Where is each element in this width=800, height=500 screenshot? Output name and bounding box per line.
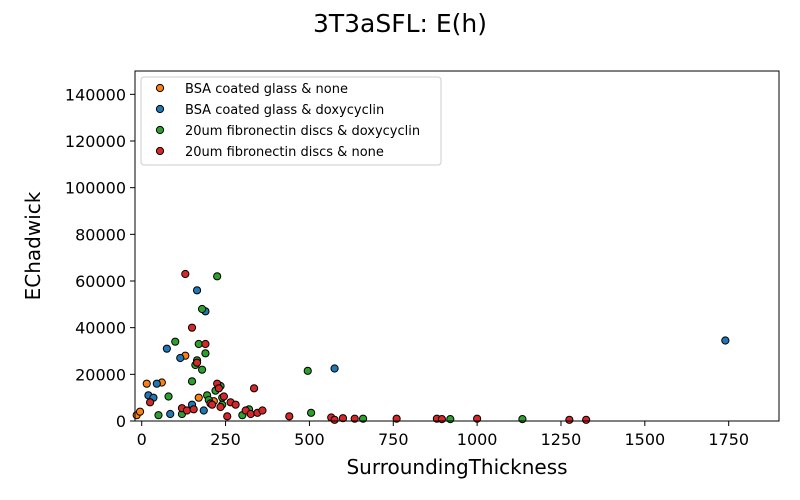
data-point <box>142 379 151 388</box>
y-tick-label: 40000 <box>75 319 126 338</box>
legend-marker <box>155 104 165 114</box>
y-tick-label: 100000 <box>65 179 126 198</box>
y-tick-label: 80000 <box>75 225 126 244</box>
y-axis-title: EChadwick <box>21 191 45 300</box>
series-3 <box>145 269 591 424</box>
data-point <box>219 392 228 401</box>
y-axis: 0 20000 40000 60000 80000 100000 120000 140000 <box>65 85 135 431</box>
plot-frame <box>134 70 780 422</box>
data-point <box>162 344 171 353</box>
legend-label: BSA coated glass & none <box>185 82 348 97</box>
series-1 <box>144 101 730 419</box>
data-point <box>338 414 348 423</box>
data-point <box>258 406 267 415</box>
x-tick-label: 250 <box>210 430 241 449</box>
data-point <box>135 407 145 416</box>
data-point <box>194 393 203 402</box>
data-point <box>446 415 455 424</box>
data-point <box>214 384 223 393</box>
data-point <box>392 414 401 423</box>
x-tick-label: 500 <box>294 430 325 449</box>
data-point <box>181 269 190 279</box>
data-point <box>145 398 155 407</box>
data-point <box>166 409 175 419</box>
y-tick-label: 120000 <box>65 132 126 151</box>
data-point <box>303 366 312 375</box>
data-point <box>154 411 163 420</box>
x-axis-title: SurroundingThickness <box>346 455 567 479</box>
data-point <box>189 405 198 414</box>
data-point <box>306 408 316 417</box>
data-point <box>187 377 197 386</box>
data-point <box>330 364 339 373</box>
legend-label: 20um fibronectin discs & none <box>185 145 384 160</box>
chart-title: 3T3aSFL: E(h) <box>313 9 487 38</box>
x-tick-label: 1500 <box>624 430 665 449</box>
y-tick-label: 60000 <box>75 272 126 291</box>
data-point <box>194 339 203 349</box>
x-tick-label: 1750 <box>708 430 749 449</box>
data-point <box>231 400 240 409</box>
data-point <box>213 272 222 281</box>
data-point <box>285 412 294 421</box>
data-point <box>199 406 208 415</box>
x-tick-label: 0 <box>137 430 147 449</box>
data-point <box>330 415 339 424</box>
data-point <box>565 415 574 424</box>
y-tick-label: 0 <box>116 412 126 431</box>
data-point <box>197 365 207 374</box>
data-point <box>518 415 527 424</box>
data-points <box>132 101 730 424</box>
y-tick-label: 140000 <box>65 85 126 104</box>
data-point <box>152 379 161 388</box>
legend-frame <box>140 76 442 166</box>
legend-marker <box>155 125 165 135</box>
data-point <box>182 406 192 415</box>
data-point <box>192 286 202 295</box>
data-point <box>187 323 197 332</box>
legend-label: BSA coated glass & doxycyclin <box>185 103 384 118</box>
legend-marker <box>155 83 165 93</box>
data-point <box>176 353 185 363</box>
data-point <box>208 400 217 409</box>
data-point <box>582 415 591 424</box>
legend-marker <box>155 146 165 156</box>
data-point <box>473 414 482 423</box>
data-point <box>164 392 173 401</box>
data-point <box>350 414 359 423</box>
data-point <box>223 412 232 421</box>
y-tick-label: 20000 <box>75 365 126 384</box>
data-point <box>721 336 730 345</box>
data-point <box>249 384 259 393</box>
data-point <box>171 337 180 346</box>
data-point <box>358 414 368 423</box>
legend: BSA coated glass & none BSA coated glass … <box>140 76 442 166</box>
data-point <box>201 339 210 349</box>
data-point <box>246 409 255 419</box>
data-point <box>216 402 225 412</box>
x-axis: 0 250 500 750 1000 1250 1500 1750 <box>137 421 749 449</box>
data-point <box>192 358 202 367</box>
x-tick-label: 1250 <box>541 430 582 449</box>
data-point <box>197 304 207 314</box>
x-tick-label: 750 <box>378 430 409 449</box>
legend-label: 20um fibronectin discs & doxycyclin <box>185 124 420 139</box>
data-point <box>437 415 447 424</box>
data-point <box>201 349 210 358</box>
x-tick-label: 1000 <box>457 430 498 449</box>
